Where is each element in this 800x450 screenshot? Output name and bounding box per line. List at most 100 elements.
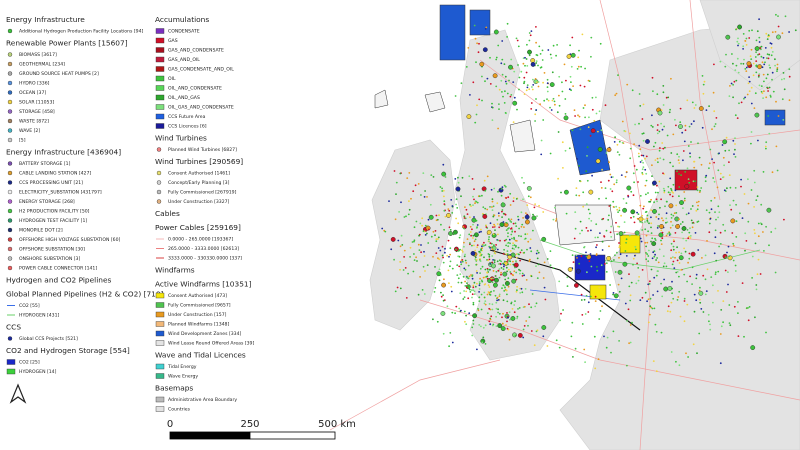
map-point [531, 86, 533, 88]
map-point [762, 56, 765, 59]
map-point [666, 200, 668, 203]
map-point [788, 68, 791, 71]
map-point [629, 157, 632, 160]
map-point [633, 221, 636, 224]
map-point [460, 195, 462, 198]
map-point [725, 34, 731, 40]
map-point [491, 102, 493, 105]
legend-item: WAVE [2] [19, 128, 40, 134]
map-point [580, 293, 583, 296]
map-point [767, 115, 770, 117]
map-point [735, 236, 738, 238]
map-point [710, 199, 713, 202]
map-point [715, 218, 717, 221]
map-point [590, 128, 596, 134]
map-point [566, 285, 569, 287]
map-point [686, 229, 689, 231]
map-point [624, 130, 627, 133]
map-point [772, 90, 775, 93]
map-point [489, 323, 492, 326]
map-point [520, 211, 523, 214]
map-point [605, 262, 608, 264]
map-point [450, 199, 453, 201]
map-point [487, 253, 490, 255]
map-point [776, 169, 779, 172]
map-point [726, 187, 728, 190]
map-point [753, 206, 755, 208]
map-point [575, 254, 578, 257]
map-point [542, 81, 544, 84]
map-point [722, 156, 725, 159]
map-point [524, 233, 527, 236]
map-point [585, 251, 587, 254]
map-point [473, 24, 476, 27]
map-point [477, 309, 480, 312]
map-point [699, 189, 701, 192]
legend-item: SOLAR [11053] [19, 100, 54, 106]
map-point [566, 54, 572, 59]
map-point [768, 244, 770, 247]
map-point [589, 253, 592, 255]
map-point [523, 182, 525, 184]
legend-heading: Cables [155, 209, 180, 218]
map-point [742, 48, 744, 50]
legend-item: WASTE [872] [19, 119, 49, 125]
map-point [719, 333, 722, 335]
map-point [483, 241, 485, 244]
map-point [432, 176, 435, 178]
map-point [523, 274, 525, 277]
map-point [759, 47, 762, 49]
map-point [651, 257, 654, 260]
map-point [642, 207, 645, 210]
map-point [748, 29, 751, 32]
map-point [732, 242, 735, 245]
map-point [637, 152, 640, 155]
map-point [496, 202, 499, 205]
map-point [427, 242, 430, 244]
map-point [689, 152, 691, 155]
map-point [617, 211, 619, 214]
map-point [714, 236, 717, 239]
map-point [526, 84, 529, 86]
map-point [525, 89, 528, 92]
map-point [465, 290, 468, 293]
map-point [512, 81, 515, 83]
map-point [675, 212, 678, 214]
legend-item: OIL_AND_GAS [168, 95, 200, 101]
map-point [489, 56, 491, 59]
map-point [761, 92, 764, 95]
map-point [650, 222, 653, 225]
map-point [770, 231, 773, 233]
map-point [640, 240, 643, 243]
map-point [759, 273, 762, 275]
map-point [470, 274, 472, 276]
map-point [755, 284, 758, 286]
map-point [413, 240, 415, 243]
map-point [618, 140, 621, 143]
map-point [472, 303, 475, 306]
map-point [760, 223, 763, 226]
legend-item: Fully Commissioned [9657] [168, 303, 231, 309]
map-point [616, 151, 619, 154]
map-point [765, 32, 768, 35]
map-point [543, 286, 546, 289]
map-point [641, 132, 644, 135]
map-point [756, 30, 759, 33]
map-point [444, 215, 447, 218]
map-point [500, 260, 502, 263]
map-point [458, 307, 461, 310]
map-point [650, 306, 653, 309]
map-point [412, 190, 415, 193]
map-point [505, 229, 508, 232]
map-point [469, 94, 471, 96]
map-point [678, 155, 680, 158]
map-point [473, 281, 476, 284]
map-point [413, 226, 416, 229]
map-point [449, 247, 452, 250]
map-point [457, 277, 460, 280]
map-point [398, 211, 400, 213]
map-point [496, 299, 498, 302]
map-point [683, 273, 686, 276]
map-point [662, 187, 665, 190]
north-arrow [9, 383, 27, 404]
